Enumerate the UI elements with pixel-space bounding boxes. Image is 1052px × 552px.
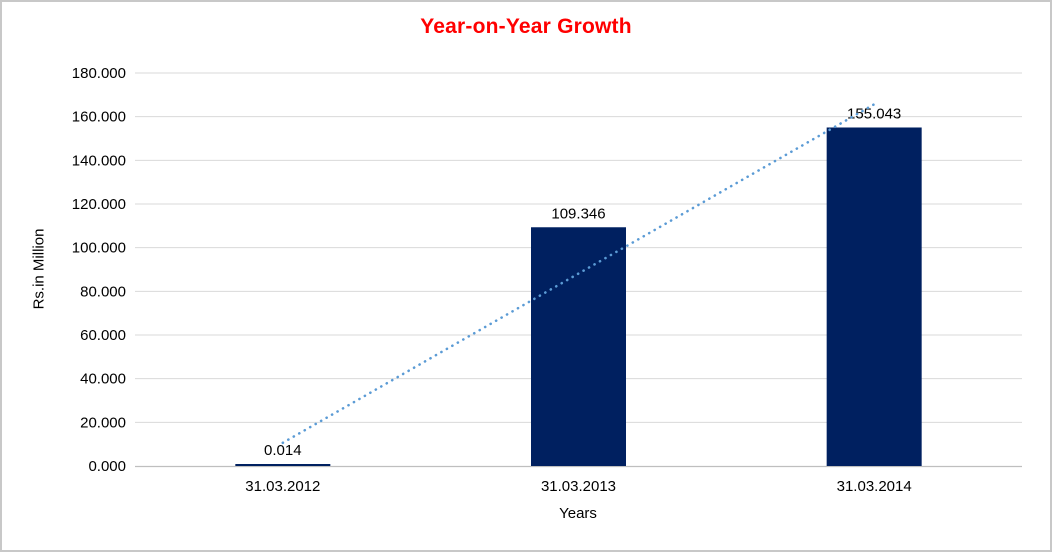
y-tick-label: 140.000 (72, 152, 126, 169)
y-tick-label: 40.000 (80, 371, 126, 388)
y-tick-label: 100.000 (72, 240, 126, 257)
y-tick-label: 0.000 (88, 458, 126, 475)
bar-data-label: 0.014 (264, 442, 302, 459)
x-axis-title: Years (559, 505, 597, 522)
bar (235, 464, 331, 466)
bar (531, 227, 626, 466)
trendline (281, 103, 876, 445)
x-category-label: 31.03.2012 (245, 478, 320, 495)
bar-data-label: 109.346 (551, 205, 605, 222)
bar-data-label: 155.043 (847, 105, 901, 122)
bar (826, 127, 922, 467)
x-category-label: 31.03.2014 (837, 478, 912, 495)
y-tick-label: 120.000 (72, 196, 126, 213)
y-tick-label: 180.000 (72, 65, 126, 82)
chart-title: Year-on-Year Growth (420, 15, 632, 38)
x-category-label: 31.03.2013 (541, 478, 616, 495)
y-tick-label: 20.000 (80, 414, 126, 431)
y-tick-label: 60.000 (80, 327, 126, 344)
y-tick-label: 80.000 (80, 283, 126, 300)
y-tick-label: 160.000 (72, 109, 126, 126)
